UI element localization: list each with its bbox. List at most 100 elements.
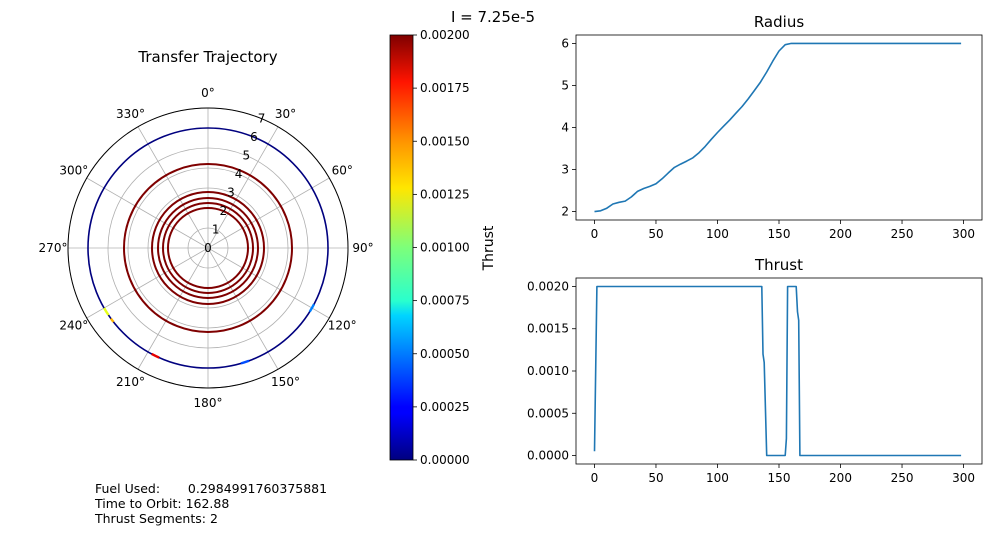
- y-tick-label: 4: [561, 121, 569, 135]
- x-tick-label: 150: [768, 471, 791, 485]
- y-tick-label: 6: [561, 36, 569, 50]
- polar-r-tick: 7: [258, 112, 266, 126]
- polar-theta-tick: 240°: [59, 319, 88, 333]
- x-tick-label: 150: [768, 227, 791, 241]
- polar-trajectory: [87, 127, 329, 369]
- trajectory-orbit: [87, 127, 329, 369]
- fuel-used-label: Fuel Used:: [95, 481, 161, 496]
- y-tick-label: 0.0020: [527, 279, 569, 293]
- x-tick-label: 250: [891, 227, 914, 241]
- x-tick-label: 300: [952, 471, 975, 485]
- polar-r-tick: 5: [242, 149, 250, 163]
- thrust-segments-label: Thrust Segments:: [95, 511, 206, 526]
- y-tick-label: 0.0000: [527, 449, 569, 463]
- y-tick-label: 0.0005: [527, 406, 569, 420]
- colorbar-tick-label: 0.00125: [420, 187, 470, 201]
- polar-spoke: [86, 247, 209, 319]
- polar-frame: [67, 107, 349, 389]
- trajectory-orbit: [151, 191, 265, 305]
- colorbar-tick-label: 0.00200: [420, 28, 470, 42]
- polar-r-tick: 2: [219, 204, 227, 218]
- polar-r-tick: 0: [204, 241, 212, 255]
- polar-theta-tick: 300°: [59, 164, 88, 178]
- y-tick-label: 3: [561, 163, 569, 177]
- x-tick-label: 200: [829, 227, 852, 241]
- thrust-colorbar: 0.00000 0.00025 0.00050 0.00075 0.00100 0.001…: [389, 28, 497, 467]
- trajectory-orbit: [167, 207, 249, 289]
- trajectory-orbit: [162, 202, 254, 294]
- polar-theta-tick: 90°: [352, 241, 373, 255]
- polar-spoke: [86, 177, 209, 249]
- colorbar-ticks: 0.00000 0.00025 0.00050 0.00075 0.00100 0.001…: [413, 28, 470, 467]
- thrust-ticks: 0 50 100 150 200 250 300 0.0000 0.0005 0.0010 0.00…: [527, 279, 975, 485]
- x-tick-label: 300: [952, 227, 975, 241]
- trajectory-orbit: [123, 163, 293, 333]
- x-tick-label: 100: [706, 227, 729, 241]
- colorbar-tick-label: 0.00100: [420, 241, 470, 255]
- polar-r-tick: 4: [235, 167, 243, 181]
- colorbar-tick-label: 0.00075: [420, 294, 470, 308]
- y-tick-label: 2: [561, 205, 569, 219]
- polar-theta-tick: 210°: [116, 375, 145, 389]
- polar-ticks: 0° 30° 60° 90° 120° 150° 180° 210° 240° 270° 300° 3…: [39, 86, 374, 410]
- fuel-used-row: Fuel Used: 0.2984991760375881: [95, 481, 327, 496]
- x-tick-label: 50: [648, 471, 663, 485]
- x-tick-label: 250: [891, 471, 914, 485]
- polar-theta-tick: 60°: [332, 164, 353, 178]
- thrust-axes-frame: [575, 277, 983, 465]
- polar-spoke: [207, 247, 330, 319]
- figure-suptitle: I = 7.25e-5: [451, 8, 535, 26]
- trajectory-segment: [308, 303, 316, 313]
- thrust-series: [593, 285, 962, 457]
- polar-theta-tick: 150°: [271, 375, 300, 389]
- fuel-used-value: 0.2984991760375881: [187, 481, 328, 496]
- x-tick-label: 50: [648, 227, 663, 241]
- x-tick-label: 0: [591, 471, 599, 485]
- polar-theta-tick: 330°: [116, 107, 145, 121]
- radius-line-plot: Radius 0 50 100 150 200 250 300 2 3 4 5 6: [561, 13, 983, 241]
- thrust-line-plot: Thrust 0 50 100 150 200 250 300 0.0000 0.0005 0.0…: [527, 256, 983, 485]
- colorbar-tick-label: 0.00175: [420, 81, 470, 95]
- polar-title: Transfer Trajectory: [137, 48, 277, 66]
- polar-spoke: [207, 126, 279, 249]
- colorbar-tick-label: 0.00025: [420, 400, 470, 414]
- radius-ticks: 0 50 100 150 200 250 300 2 3 4 5 6: [561, 36, 975, 241]
- radius-title: Radius: [754, 13, 804, 31]
- polar-r-tick: 6: [250, 130, 258, 144]
- colorbar-label: Thrust: [481, 225, 497, 271]
- thrust-segments-value: 2: [209, 511, 218, 526]
- y-tick-label: 0.0015: [527, 322, 569, 336]
- time-to-orbit-value: 162.88: [185, 496, 230, 511]
- polar-r-tick: 1: [212, 223, 220, 237]
- polar-theta-tick: 120°: [328, 319, 357, 333]
- trajectory-segment: [151, 352, 160, 359]
- polar-spoke: [137, 247, 209, 370]
- series-line: [593, 285, 962, 457]
- polar-spoke: [137, 126, 209, 249]
- colorbar-tick-label: 0.00050: [420, 347, 470, 361]
- polar-spoke: [207, 247, 279, 370]
- colorbar-tick-label: 0.00000: [420, 453, 470, 467]
- polar-spoke: [207, 177, 330, 249]
- trajectory-segment: [240, 359, 250, 365]
- trajectory-orbit: [157, 197, 259, 299]
- polar-theta-tick: 30°: [275, 107, 296, 121]
- thrust-segments-row: Thrust Segments: 2: [95, 511, 327, 526]
- thrust-title: Thrust: [754, 256, 803, 274]
- radius-series: [594, 42, 962, 213]
- polar-theta-tick: 270°: [39, 241, 68, 255]
- x-tick-label: 0: [591, 227, 599, 241]
- series-line: [594, 42, 962, 213]
- x-tick-label: 200: [829, 471, 852, 485]
- time-to-orbit-row: Time to Orbit: 162.88: [95, 496, 327, 511]
- polar-theta-tick: 0°: [201, 86, 215, 100]
- colorbar-gradient: [389, 34, 414, 461]
- polar-grid: [67, 107, 349, 389]
- x-tick-label: 100: [706, 471, 729, 485]
- polar-theta-tick: 180°: [194, 396, 223, 410]
- y-tick-label: 5: [561, 78, 569, 92]
- polar-trajectory-plot: Transfer Trajectory 0° 30° 60° 90° 120° 150° 1…: [39, 48, 374, 410]
- trajectory-info: Fuel Used: 0.2984991760375881 Time to Orb…: [95, 481, 327, 526]
- y-tick-label: 0.0010: [527, 364, 569, 378]
